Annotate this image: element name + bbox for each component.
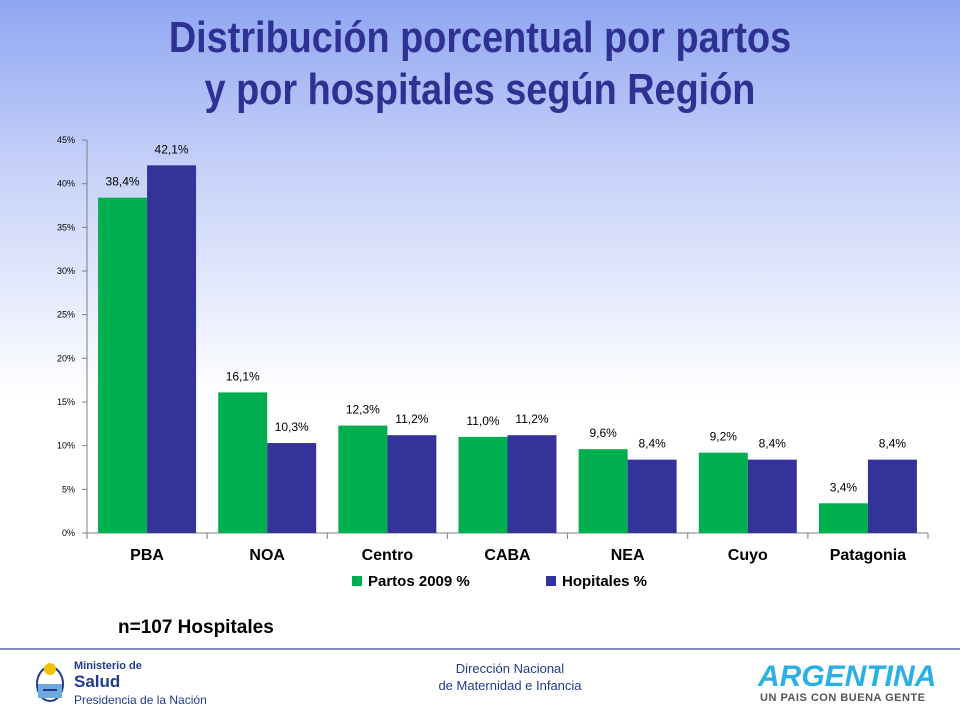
category-label: Patagonia — [830, 547, 907, 564]
ministry-line3: Presidencia de la Nación — [74, 693, 207, 707]
ministry-line1: Ministerio de — [74, 660, 142, 672]
bar-hospitales — [747, 459, 797, 533]
bar-partos — [698, 452, 748, 533]
y-tick-label: 0% — [62, 528, 75, 538]
ministry-logo: Ministerio de Salud Presidencia de la Na… — [34, 656, 224, 712]
data-label: 8,4% — [759, 437, 787, 451]
chart-title: Distribución porcentual por partos y por… — [67, 12, 893, 116]
bar-chart: 0% 5% 10% 15% 20% 25% 30% 35% 40% 45% 38,4% 42,1% PB… — [57, 135, 929, 590]
category-label: CABA — [484, 547, 531, 564]
bar-hospitales — [507, 435, 557, 533]
sample-size-label: n=107 Hospitales — [118, 617, 274, 638]
data-label: 8,4% — [879, 437, 907, 451]
category-label: NEA — [611, 547, 645, 564]
legend-label: Partos 2009 % — [368, 573, 470, 590]
bar-hospitales — [147, 165, 197, 533]
legend-label: Hopitales % — [562, 573, 647, 590]
data-label: 38,4% — [106, 175, 140, 189]
bar-hospitales — [627, 459, 677, 533]
legend-swatch — [352, 576, 362, 586]
category-label: Centro — [362, 547, 414, 564]
category-label: NOA — [249, 547, 285, 564]
category-label: PBA — [130, 547, 164, 564]
y-tick-label: 25% — [57, 310, 75, 320]
bar-partos — [458, 436, 508, 533]
footer-line2: de Maternidad e Infancia — [438, 678, 582, 693]
data-label: 8,4% — [638, 437, 666, 451]
bar-hospitales — [867, 459, 917, 533]
data-label: 11,0% — [466, 414, 499, 428]
coat-of-arms-icon — [36, 663, 64, 702]
data-label: 11,2% — [515, 412, 548, 426]
data-label: 10,3% — [275, 420, 309, 434]
legend-swatch — [546, 576, 556, 586]
bar-hospitales — [387, 435, 437, 533]
data-label: 16,1% — [226, 369, 260, 383]
bar-partos — [218, 392, 268, 533]
y-tick-label: 35% — [57, 222, 75, 232]
bar-hospitales — [267, 443, 317, 533]
footer-divider — [0, 648, 960, 650]
chart-title-line1: Distribución porcentual por partos — [168, 13, 792, 62]
argentina-logo: ARGENTINA UN PAIS CON BUENA GENTE — [758, 660, 938, 708]
data-label: 9,2% — [710, 430, 738, 444]
y-tick-label: 10% — [57, 441, 75, 451]
y-tick-label: 30% — [57, 266, 75, 276]
data-label: 12,3% — [346, 403, 380, 417]
bar-partos — [578, 449, 628, 533]
bar-partos — [818, 503, 868, 533]
footer-line1: Dirección Nacional — [455, 661, 565, 676]
data-label: 42,1% — [155, 142, 189, 156]
y-tick-label: 40% — [57, 179, 75, 189]
data-label: 3,4% — [830, 480, 858, 494]
bar-partos — [98, 197, 148, 533]
data-label: 11,2% — [395, 412, 428, 426]
y-tick-label: 15% — [57, 397, 75, 407]
category-label: Cuyo — [728, 547, 768, 564]
data-label: 9,6% — [589, 426, 617, 440]
argentina-tagline: UN PAIS CON BUENA GENTE — [760, 692, 926, 704]
y-tick-label: 45% — [57, 135, 75, 145]
bar-partos — [338, 425, 388, 533]
y-tick-label: 5% — [62, 484, 75, 494]
chart-title-line2: y por hospitales según Región — [204, 65, 756, 114]
footer-center-text: Dirección Nacional de Maternidad e Infan… — [380, 660, 640, 694]
ministry-line2: Salud — [74, 672, 121, 691]
argentina-brand: ARGENTINA — [758, 660, 937, 693]
y-tick-label: 20% — [57, 353, 75, 363]
